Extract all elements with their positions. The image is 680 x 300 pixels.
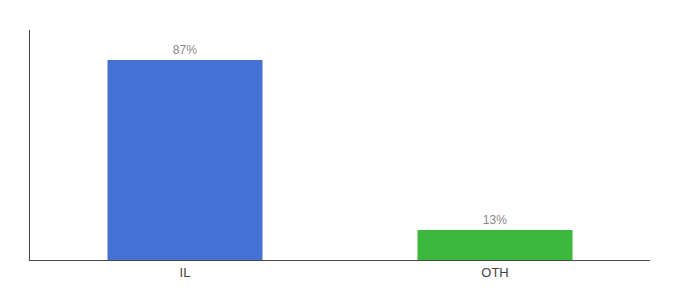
svg-text:13%: 13% [483,213,507,227]
svg-text:87%: 87% [173,43,197,57]
svg-text:OTH: OTH [481,265,508,280]
svg-text:IL: IL [180,265,191,280]
